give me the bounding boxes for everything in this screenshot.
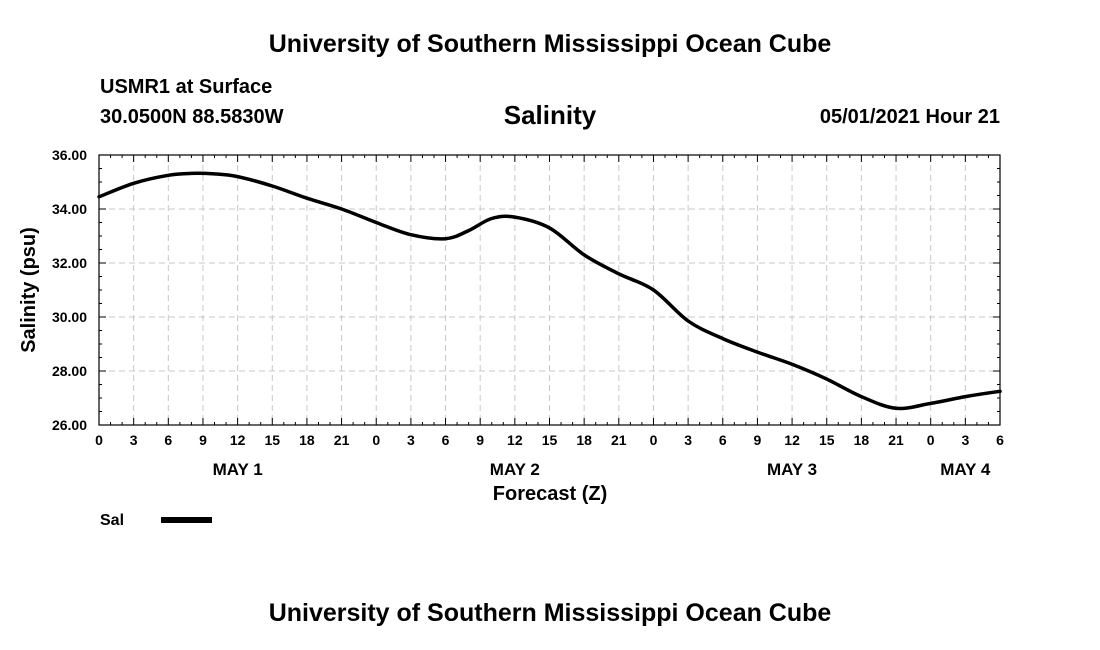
x-tick-label: 9: [754, 432, 762, 448]
date-label: MAY 4: [940, 460, 991, 479]
coordinates-label: 30.0500N 88.5830W: [100, 106, 284, 128]
x-tick-label: 9: [476, 432, 484, 448]
date-label: MAY 3: [767, 460, 817, 479]
gridlines: [99, 155, 1000, 425]
x-tick-label: 12: [784, 432, 800, 448]
series-line-sal: [97, 171, 1002, 411]
x-tick-label: 18: [299, 432, 315, 448]
x-tick-label: 3: [961, 432, 969, 448]
x-tick-label: 18: [576, 432, 592, 448]
y-tick-label: 34.00: [52, 201, 87, 217]
y-axis-label: Salinity (psu): [18, 227, 40, 353]
x-axis-tick-labels: 0 3 6 9 12 15 18 21 0 3 6 9 12 15 18 21 0 3 6 9 12 15 18 21 0 3 6: [95, 432, 1004, 448]
x-tick-label: 12: [507, 432, 523, 448]
x-tick-label: 12: [230, 432, 246, 448]
y-tick-label: 26.00: [52, 417, 87, 433]
x-tick-label: 6: [442, 432, 450, 448]
date-label: MAY 1: [213, 460, 263, 479]
variable-title: Salinity: [503, 100, 597, 130]
plot-frame: [98, 154, 1001, 426]
legend-label: Sal: [100, 512, 124, 529]
page-title-top: University of Southern Mississippi Ocean…: [268, 30, 832, 58]
x-tick-label: 9: [199, 432, 207, 448]
date-labels: MAY 1 MAY 2 MAY 3 MAY 4: [213, 460, 991, 479]
forecast-datetime: 05/01/2021 Hour 21: [819, 106, 1000, 128]
x-tick-label: 15: [542, 432, 558, 448]
date-label: MAY 2: [490, 460, 540, 479]
x-tick-label: 3: [130, 432, 138, 448]
y-tick-label: 30.00: [52, 309, 87, 325]
page-title-bottom: University of Southern Mississippi Ocean…: [268, 599, 832, 627]
x-tick-label: 6: [719, 432, 727, 448]
x-tick-label: 15: [819, 432, 835, 448]
x-tick-label: 3: [407, 432, 415, 448]
x-tick-label: 0: [95, 432, 103, 448]
x-tick-label: 21: [888, 432, 904, 448]
station-label: USMR1 at Surface: [100, 76, 273, 98]
x-tick-label: 6: [164, 432, 172, 448]
x-tick-label: 6: [996, 432, 1004, 448]
y-tick-label: 36.00: [52, 147, 87, 163]
x-tick-label: 3: [684, 432, 692, 448]
y-tick-label: 28.00: [52, 363, 87, 379]
x-axis-label: Forecast (Z): [493, 483, 607, 505]
x-tick-label: 18: [854, 432, 870, 448]
x-tick-label: 21: [334, 432, 350, 448]
y-tick-label: 32.00: [52, 255, 87, 271]
x-tick-label: 15: [264, 432, 280, 448]
x-tick-label: 0: [927, 432, 935, 448]
x-tick-label: 0: [372, 432, 380, 448]
y-axis-tick-labels: 26.00 28.00 30.00 32.00 34.00 36.00: [52, 147, 87, 433]
x-tick-label: 21: [611, 432, 627, 448]
x-tick-label: 0: [650, 432, 658, 448]
